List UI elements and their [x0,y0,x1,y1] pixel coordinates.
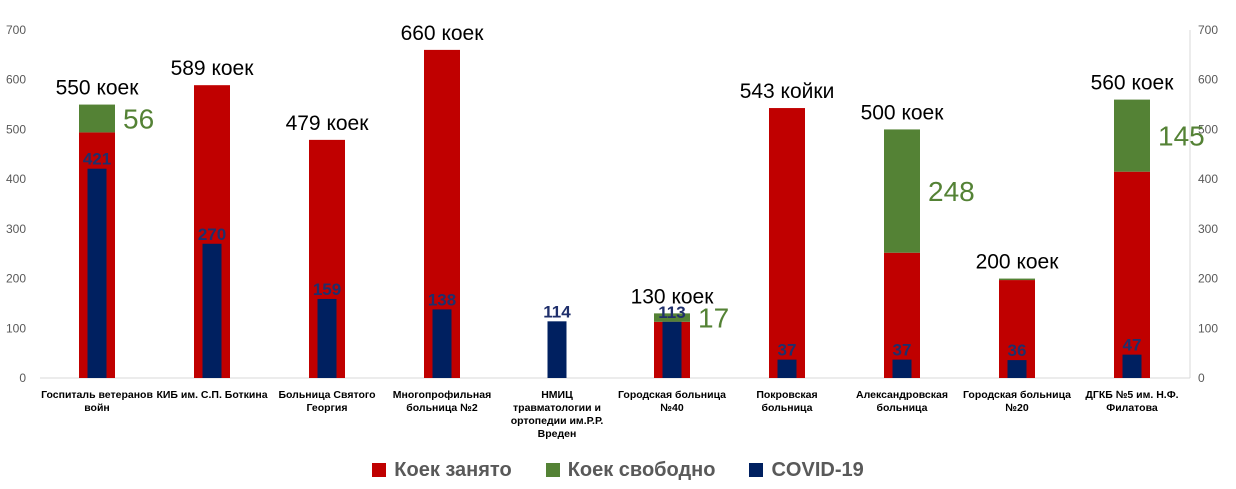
covid-value-label: 138 [428,290,456,309]
y-tick-label-right: 0 [1198,371,1205,385]
legend-swatch-free [545,463,560,477]
bar-covid [777,359,797,378]
bar-free [79,104,115,133]
total-beds-label: 543 койки [740,80,835,103]
bar-covid [87,168,107,378]
legend-label-covid: COVID-19 [771,458,864,481]
category-label: №40 [660,402,684,414]
y-tick-label-right: 300 [1198,222,1218,236]
category-label: НМИЦ [541,389,573,401]
bar-occupied [884,252,920,378]
y-tick-label-left: 300 [6,222,26,236]
bar-covid [202,243,222,378]
y-tick-label-right: 100 [1198,321,1218,335]
category-label: Больница Святого [278,389,375,401]
category-label: Городская больница [618,389,726,401]
legend-swatch-covid [749,463,764,477]
covid-value-label: 37 [778,341,797,360]
y-tick-label-left: 400 [6,172,26,186]
total-beds-label: 660 коек [401,22,485,45]
y-tick-label-right: 200 [1198,272,1218,286]
bar-covid [547,321,567,378]
covid-value-label: 47 [1123,336,1142,355]
total-beds-label: 200 коек [976,251,1060,274]
category-label: войн [84,402,110,414]
y-tick-label-left: 0 [19,371,26,385]
y-tick-label-left: 500 [6,122,26,136]
free-beds-label: 17 [698,303,729,334]
y-tick-label-left: 200 [6,272,26,286]
category-label: Вреден [538,428,577,440]
total-beds-label: 560 коек [1091,72,1175,95]
covid-value-label: 421 [83,150,111,169]
bar-free [654,313,690,322]
y-tick-label-right: 400 [1198,172,1218,186]
bar-covid [662,321,682,378]
covid-value-label: 36 [1008,341,1027,360]
legend-label-free: Коек свободно [567,458,716,481]
free-beds-label: 56 [123,103,154,134]
covid-value-label: 113 [658,303,685,322]
category-label: ДГКБ №5 им. Н.Ф. [1085,389,1178,401]
bar-free [1114,99,1150,172]
total-beds-label: 130 коек [631,285,715,308]
legend-item-covid: COVID-19 [749,458,864,482]
bar-covid [892,359,912,378]
category-label: травматологии и [513,402,601,414]
total-beds-label: 500 коек [861,101,945,124]
legend-item-occupied: Коек занято [372,458,512,482]
category-label: Покровская [756,389,817,401]
legend-label-occupied: Коек занято [394,458,512,481]
y-tick-label-right: 600 [1198,73,1218,87]
covid-value-label: 114 [543,302,571,321]
category-label: Городская больница [963,389,1071,401]
chart-legend: Коек занято Коек свободно COVID-19 [0,452,1236,488]
bar-covid [317,298,337,378]
covid-value-label: 270 [198,225,226,244]
bar-free [999,278,1035,281]
category-label: больница №2 [406,402,478,414]
bed-occupancy-chart: 0 0 100 100 200 200 300 300 400 400 500 500 600 600 70… [6,22,1218,440]
bar-covid [1007,360,1027,378]
y-tick-label-right: 500 [1198,122,1218,136]
free-beds-label: 248 [928,176,975,207]
covid-value-label: 37 [893,341,912,360]
bar-covid [1122,354,1142,378]
total-beds-label: 550 коек [56,77,140,100]
y-tick-label-left: 100 [6,321,26,335]
bar-covid [432,309,452,378]
category-label: Многопрофильная [393,389,491,401]
legend-item-free: Коек свободно [545,458,716,482]
legend-swatch-occupied [372,463,387,477]
category-label: ортопедии им.Р.Р. [511,415,604,427]
y-tick-label-right: 700 [1198,23,1218,37]
y-tick-label-left: 700 [6,23,26,37]
total-beds-label: 589 коек [171,57,255,80]
category-label: Александровская [856,389,948,401]
category-label: больница [762,402,813,414]
bar-free [884,129,920,253]
category-label: больница [877,402,928,414]
y-tick-label-left: 600 [6,73,26,87]
bar-occupied [769,108,805,379]
category-label: Госпиталь ветеранов [41,389,153,401]
bar-occupied [1114,171,1150,378]
category-label: Георгия [306,402,347,414]
category-label: Филатова [1106,402,1158,414]
total-beds-label: 479 коек [286,112,370,135]
category-label: КИБ им. С.П. Боткина [156,389,267,401]
category-label: №20 [1005,402,1029,414]
covid-value-label: 159 [313,280,341,299]
free-beds-label: 145 [1158,121,1205,152]
